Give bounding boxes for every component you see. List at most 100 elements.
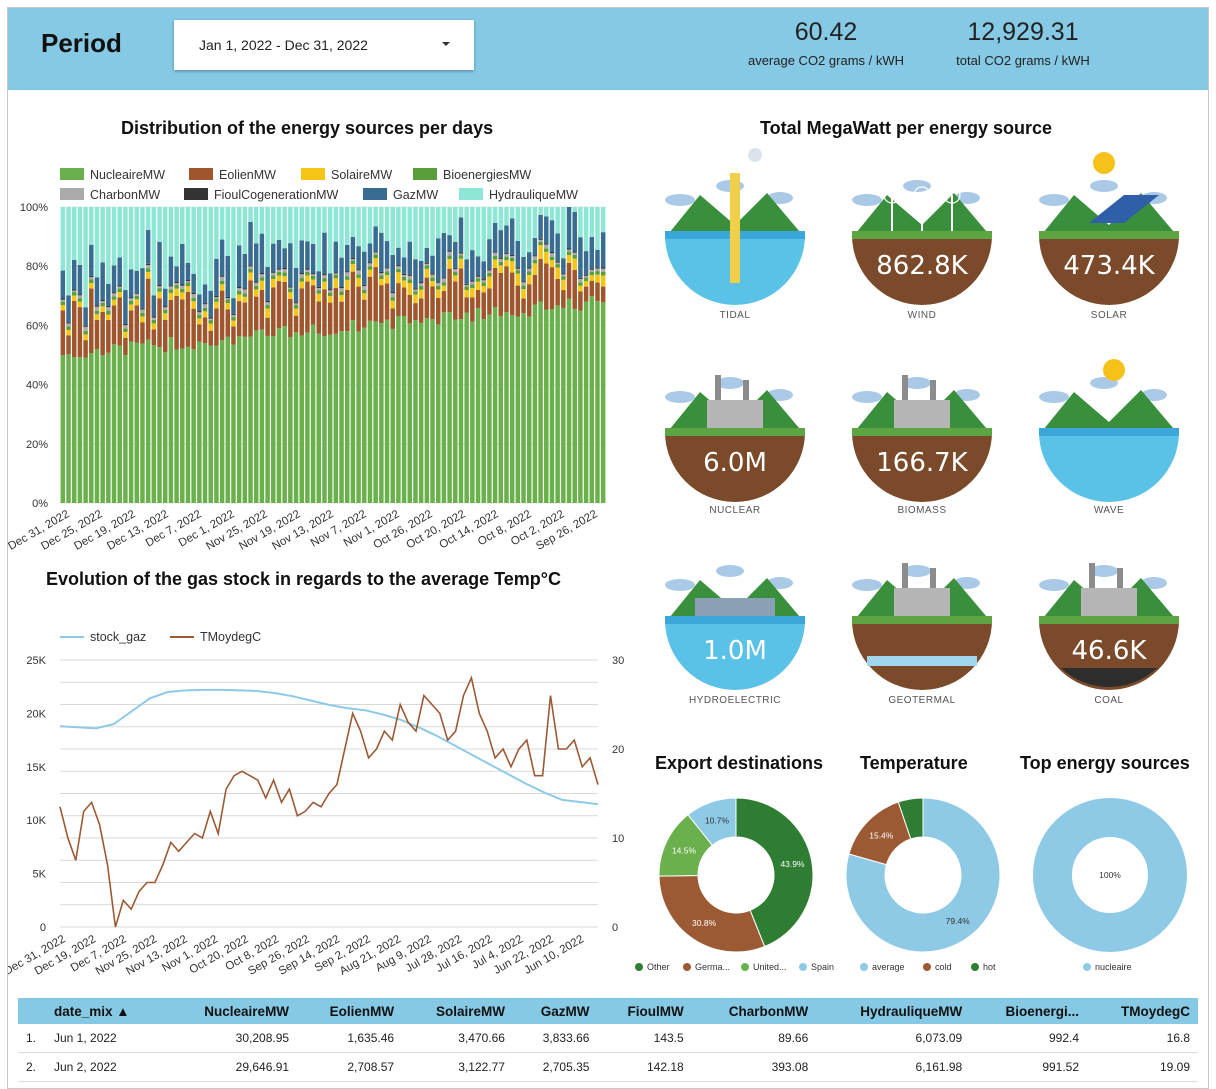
bar-segment bbox=[265, 266, 270, 302]
bar-segment bbox=[276, 275, 282, 282]
bar-segment bbox=[401, 315, 407, 503]
column-header-nucleaire[interactable]: NucleaireMW bbox=[165, 998, 298, 1024]
table-row[interactable]: 1. Jun 1, 2022 30,208.95 1,635.46 3,470.… bbox=[18, 1024, 1198, 1053]
donut-legend-item: hot bbox=[971, 962, 996, 972]
bar-segment bbox=[123, 290, 128, 324]
bar-segment bbox=[600, 271, 606, 276]
terrain-bowl bbox=[665, 620, 805, 690]
bar-segment bbox=[384, 271, 390, 275]
chimney-shape bbox=[743, 380, 749, 400]
bar-segment bbox=[322, 274, 327, 276]
bar-segment bbox=[185, 346, 191, 503]
bar-segment bbox=[538, 238, 543, 240]
bar-segment bbox=[384, 268, 390, 272]
bar-segment bbox=[373, 251, 378, 253]
bar-segment bbox=[208, 323, 213, 331]
top-sources-title: Top energy sources bbox=[1020, 753, 1190, 773]
bar-segment bbox=[140, 312, 145, 317]
column-header-fioul[interactable]: FioulMW bbox=[597, 998, 692, 1024]
y-left-tick-label: 5K bbox=[33, 869, 47, 881]
bar-segment bbox=[544, 309, 549, 503]
bar-segment bbox=[344, 289, 350, 332]
bar-segment bbox=[225, 207, 231, 257]
column-header-temp[interactable]: TMoydegC bbox=[1087, 998, 1198, 1024]
bar-segment bbox=[544, 243, 549, 245]
bar-segment bbox=[424, 262, 430, 264]
bar-segment bbox=[134, 270, 140, 293]
gas-stock-line-chart: stock_gaz TMoydegC05K10K15K20K25K0102030D… bbox=[8, 630, 624, 978]
cloud-shape bbox=[716, 565, 744, 577]
bar-segment bbox=[407, 282, 413, 295]
bar-segment bbox=[288, 286, 293, 288]
energy-value: 166.7K bbox=[876, 448, 968, 478]
bar-segment bbox=[299, 288, 304, 336]
bar-segment bbox=[396, 272, 401, 284]
bar-segment bbox=[458, 217, 464, 253]
bar-segment bbox=[379, 207, 384, 233]
bar-segment bbox=[538, 207, 543, 215]
bar-segment bbox=[509, 254, 515, 256]
column-header-gaz[interactable]: GazMW bbox=[512, 998, 598, 1024]
legend-label: Spain bbox=[811, 962, 835, 972]
bar-segment bbox=[464, 283, 469, 285]
bar-segment bbox=[362, 251, 367, 285]
bar-segment bbox=[327, 292, 333, 297]
bar-segment bbox=[185, 207, 191, 263]
bar-segment bbox=[538, 241, 543, 246]
column-header-eolien[interactable]: EolienMW bbox=[297, 998, 403, 1024]
bar-segment bbox=[248, 265, 253, 267]
bar-segment bbox=[157, 284, 162, 287]
bar-segment bbox=[202, 307, 208, 312]
bar-segment bbox=[242, 293, 248, 297]
bar-segment bbox=[231, 313, 236, 315]
bar-segment bbox=[435, 285, 441, 290]
bar-segment bbox=[316, 207, 322, 272]
bar-segment bbox=[561, 258, 566, 274]
bar-segment bbox=[379, 232, 384, 272]
bar-segment bbox=[515, 268, 521, 271]
kpi-total-co2: 12,929.31 total CO2 grams / kWH bbox=[943, 18, 1103, 68]
bar-segment bbox=[71, 289, 77, 291]
column-header-charbon[interactable]: CharbonMW bbox=[691, 998, 817, 1024]
bar-segment bbox=[106, 207, 111, 284]
bar-segment bbox=[265, 305, 270, 309]
bar-segment bbox=[418, 260, 424, 283]
bar-segment bbox=[225, 256, 231, 297]
cloud-shape bbox=[852, 194, 882, 206]
bar-segment bbox=[60, 305, 66, 311]
column-header-date-mix[interactable]: date_mix ▲ bbox=[46, 998, 166, 1024]
bar-segment bbox=[106, 305, 111, 308]
date-range-picker[interactable]: Jan 1, 2022 - Dec 31, 2022 bbox=[174, 20, 474, 70]
bar-segment bbox=[100, 262, 105, 301]
bar-segment bbox=[413, 294, 418, 304]
cloud-shape bbox=[1090, 565, 1118, 577]
bar-segment bbox=[94, 314, 100, 320]
bar-segment bbox=[162, 313, 168, 320]
bar-segment bbox=[134, 293, 140, 296]
bar-segment bbox=[583, 281, 589, 287]
temperature-line bbox=[59, 675, 599, 928]
column-header-hydraulique[interactable]: HydrauliqueMW bbox=[816, 998, 971, 1024]
bar-segment bbox=[100, 306, 105, 312]
table-row[interactable]: 2. Jun 2, 2022 29,646.91 2,708.57 3,122.… bbox=[18, 1052, 1198, 1082]
bar-segment bbox=[71, 301, 77, 358]
bar-segment bbox=[470, 288, 475, 298]
donut-legend-item: average bbox=[860, 962, 905, 972]
bar-segment bbox=[583, 251, 589, 275]
bar-segment bbox=[367, 263, 373, 267]
column-header-solaire[interactable]: SolaireMW bbox=[402, 998, 513, 1024]
bar-segment bbox=[413, 289, 418, 292]
legend-label: stock_gaz bbox=[90, 630, 146, 644]
bar-segment bbox=[60, 301, 66, 306]
bar-segment bbox=[475, 281, 481, 290]
bar-segment bbox=[453, 319, 458, 503]
bar-segment bbox=[350, 264, 356, 272]
bar-segment bbox=[140, 309, 145, 313]
bar-segment bbox=[583, 277, 589, 282]
bar-segment bbox=[492, 255, 498, 260]
y-left-tick-label: 10K bbox=[26, 815, 46, 827]
y-tick-label: 80% bbox=[26, 261, 48, 273]
energy-card-nuclear: 6.0M NUCLEAR bbox=[660, 345, 820, 520]
column-header-bioenergies[interactable]: Bioenergi... bbox=[970, 998, 1088, 1024]
bar-segment bbox=[430, 286, 435, 320]
